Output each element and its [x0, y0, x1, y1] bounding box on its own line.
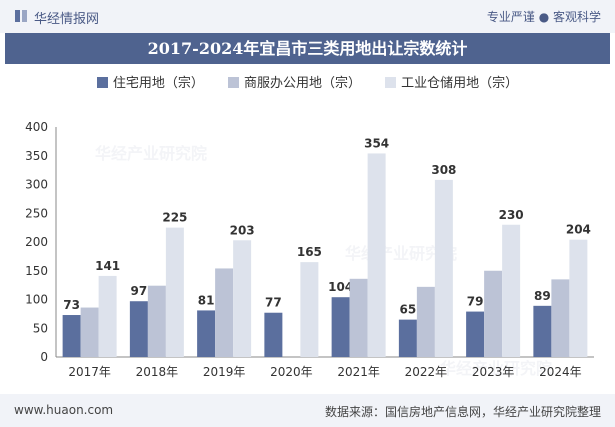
x-tick-label: 2024年: [539, 365, 582, 379]
bar: [349, 278, 368, 357]
bar: [416, 286, 435, 357]
brand-logo-icon: [15, 10, 27, 22]
data-label: 81: [198, 293, 215, 307]
bar: [533, 305, 552, 357]
data-label: 203: [230, 223, 255, 237]
y-tick-label: 100: [25, 293, 48, 307]
title-bar: 2017-2024年宜昌市三类用地出让宗数统计: [5, 33, 610, 64]
bar: [264, 312, 283, 357]
y-tick-label: 350: [25, 149, 48, 163]
bar: [502, 224, 521, 357]
legend-swatch-commercial: [227, 77, 239, 88]
bar: [129, 301, 148, 357]
y-tick-label: 200: [25, 235, 48, 249]
data-label: 79: [467, 295, 484, 309]
data-label: 204: [566, 223, 591, 237]
bar: [147, 285, 166, 357]
data-label: 230: [499, 208, 524, 222]
bar: [466, 311, 485, 357]
bar: [62, 315, 81, 357]
x-tick-label: 2022年: [405, 365, 448, 379]
data-source: 数据来源：国信房地产信息网，华经产业研究院整理: [324, 405, 601, 419]
bar: [331, 297, 350, 357]
bar: [398, 319, 417, 357]
x-tick-label: 2018年: [136, 365, 179, 379]
footer-bar: www.huaon.com 数据来源：国信房地产信息网，华经产业研究院整理: [0, 394, 615, 427]
data-label: 165: [297, 245, 322, 259]
bar: [197, 310, 216, 357]
bar: [569, 239, 588, 357]
data-label: 89: [534, 289, 551, 303]
bar: [165, 227, 184, 357]
x-tick-label: 2019年: [203, 365, 246, 379]
data-label: 77: [265, 296, 282, 310]
y-tick-label: 50: [33, 321, 48, 335]
legend-label-industrial: 工业仓储用地（宗）: [401, 76, 519, 91]
data-label: 73: [63, 298, 80, 312]
legend-item-industrial: 工业仓储用地（宗）: [385, 72, 518, 91]
bar: [551, 279, 570, 357]
data-label: 97: [131, 284, 148, 298]
bar: [233, 240, 252, 357]
data-label: 141: [95, 259, 120, 273]
bar: [367, 153, 386, 357]
chart-title: 2017-2024年宜昌市三类用地出让宗数统计: [147, 39, 468, 58]
data-label: 65: [400, 303, 417, 317]
legend-item-residential: 住宅用地（宗）: [96, 72, 204, 91]
legend-label-residential: 住宅用地（宗）: [112, 76, 204, 91]
bar: [300, 262, 319, 357]
bar: [484, 270, 503, 357]
x-tick-label: 2020年: [270, 365, 313, 379]
bar: [80, 307, 99, 357]
legend-label-commercial: 商服办公用地（宗）: [243, 76, 361, 91]
data-label: 104: [328, 280, 353, 294]
watermark: 华经产业研究院: [440, 359, 553, 378]
data-label: 308: [431, 163, 456, 177]
bar: [98, 275, 117, 357]
legend: 住宅用地（宗） 商服办公用地（宗） 工业仓储用地（宗）: [0, 72, 615, 91]
x-tick-label: 2023年: [472, 365, 515, 379]
x-tick-label: 2021年: [337, 365, 380, 379]
legend-swatch-industrial: [385, 77, 397, 88]
data-label: 354: [364, 136, 389, 150]
bar: [215, 268, 234, 357]
y-tick-label: 300: [25, 178, 48, 192]
legend-item-commercial: 商服办公用地（宗）: [227, 72, 361, 91]
y-tick-label: 150: [25, 264, 48, 278]
watermark: 华经产业研究院: [95, 144, 208, 163]
header-bar: 华经情报网 专业严谨 ● 客观科学: [0, 0, 615, 33]
bar: [434, 179, 453, 357]
tagline: 专业严谨 ● 客观科学: [486, 10, 601, 24]
data-label: 225: [162, 211, 187, 225]
y-tick-label: 0: [40, 350, 48, 364]
legend-swatch-residential: [96, 77, 108, 88]
website-link[interactable]: www.huaon.com: [14, 403, 114, 417]
y-tick-label: 400: [25, 120, 48, 134]
y-tick-label: 250: [25, 206, 48, 220]
x-tick-label: 2017年: [68, 365, 111, 379]
brand-name: 华经情报网: [34, 12, 100, 27]
